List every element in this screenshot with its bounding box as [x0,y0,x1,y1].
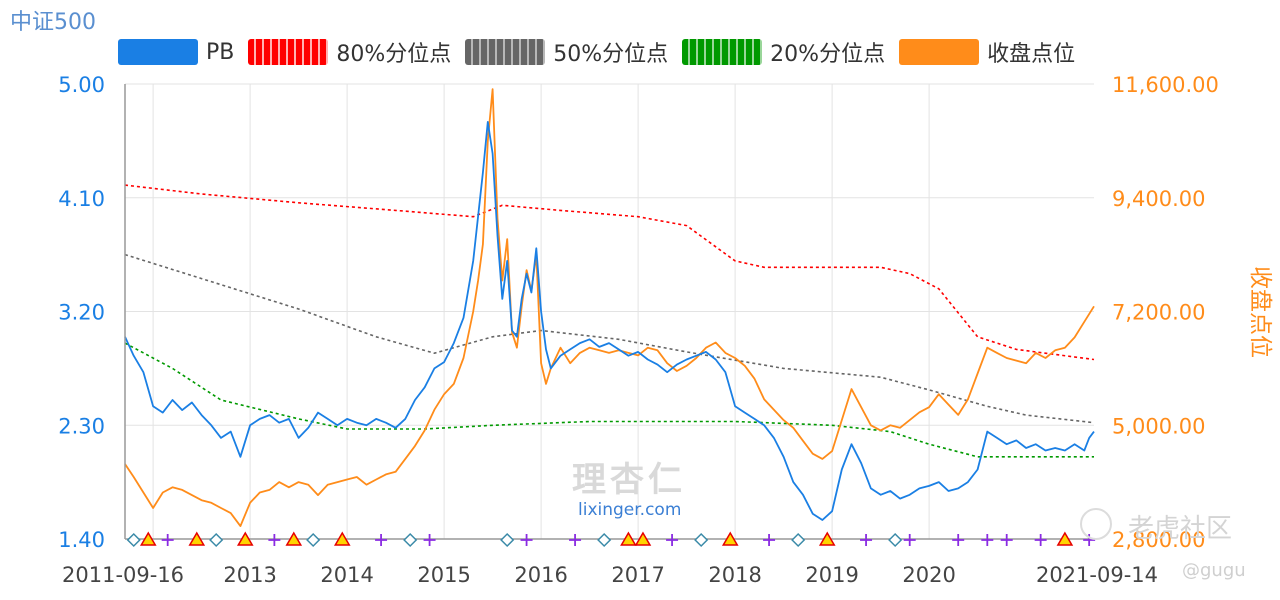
x-tick-label: 2019 [805,563,858,587]
legend-label-pb: PB [206,39,235,65]
y-left-tick-label: 1.40 [58,528,105,552]
marker-triangle [285,531,303,546]
legend-swatch-close [899,39,980,65]
legend: PB 80%分位点 50%分位点 20%分位点 收盘点位 [118,36,1075,68]
marker-diamond [500,532,515,548]
x-tick-label: 2018 [708,563,761,587]
chart-title: 中证500 [10,10,96,35]
marker-plus [268,534,281,546]
x-tick-label: 2011-09-16 [62,563,184,587]
x-tick-label: 2013 [223,563,276,587]
marker-layer [126,531,1096,548]
watermark-brand: 理杏仁 [572,460,686,500]
marker-plus [763,534,776,546]
watermark-url: lixinger.com [578,500,682,520]
marker-plus [1034,534,1047,546]
y-left-tick-label: 3.20 [58,301,105,325]
marker-plus [520,534,533,546]
marker-diamond [306,532,321,548]
series-line-p20 [124,342,1094,458]
legend-item-p20[interactable]: 20%分位点 [682,36,885,68]
y-left-tick-label: 2.30 [58,414,105,438]
legend-swatch-pb [118,39,198,65]
x-tick-label: 2014 [320,563,373,587]
marker-diamond [597,532,612,548]
y-right-tick-label: 7,200.00 [1112,301,1206,325]
legend-swatch-p80 [248,39,329,65]
marker-diamond [694,532,709,548]
watermark-user: @gugu [1182,560,1246,581]
x-tick-label: 2020 [902,563,955,587]
marker-diamond [403,532,418,548]
x-tick-label: 2016 [514,563,567,587]
marker-plus [981,534,994,546]
legend-label-close: 收盘点位 [987,42,1076,67]
y-left-tick-label: 5.00 [58,73,105,97]
y-right-tick-label: 2,800.00 [1112,528,1206,552]
legend-swatch-p20 [682,39,763,65]
marker-diamond [888,532,903,548]
forum-logo-icon [1080,508,1112,540]
series-line-close [124,88,1095,527]
y-right-tick-label: 5,000.00 [1112,414,1206,438]
x-tick-label: 2021-09-14 [1036,563,1158,587]
legend-label-p50: 50%分位点 [553,42,669,67]
marker-diamond [209,532,224,548]
legend-item-p80[interactable]: 80%分位点 [248,36,451,68]
legend-item-pb[interactable]: PB [118,39,234,65]
watermark-forum: 老虎社区 [1128,514,1233,544]
y-left-tick-label: 4.10 [58,187,105,211]
marker-plus [860,534,873,546]
marker-triangle [1056,531,1074,546]
y-right-axis-label: 收盘点位 [1247,266,1273,358]
marker-triangle [818,531,836,546]
legend-item-p50[interactable]: 50%分位点 [465,36,668,68]
marker-plus [952,534,965,546]
marker-plus [1000,534,1013,546]
y-right-tick-label: 9,400.00 [1112,187,1206,211]
marker-plus [423,534,436,546]
marker-triangle [620,531,637,546]
legend-swatch-p50 [465,39,546,65]
marker-plus [161,534,174,546]
marker-plus [569,534,582,546]
marker-triangle [634,531,652,546]
marker-diamond [126,532,141,548]
series-line-p50 [124,253,1095,424]
marker-plus [375,534,388,546]
series-line-pb [124,121,1095,521]
legend-label-p80: 80%分位点 [336,42,452,67]
marker-triangle [139,531,157,546]
x-tick-label: 2015 [417,563,470,587]
marker-diamond [791,532,806,548]
marker-triangle [721,531,739,546]
legend-item-close[interactable]: 收盘点位 [899,36,1075,68]
marker-triangle [236,531,254,546]
marker-plus [903,534,916,546]
series-line-p80 [124,184,1095,361]
marker-triangle [333,531,351,546]
y-right-tick-label: 11,600.00 [1112,73,1219,97]
marker-triangle [188,531,206,546]
legend-label-p20: 20%分位点 [770,42,886,67]
marker-plus [666,534,679,546]
x-tick-label: 2017 [611,563,664,587]
line-layer [124,88,1095,527]
